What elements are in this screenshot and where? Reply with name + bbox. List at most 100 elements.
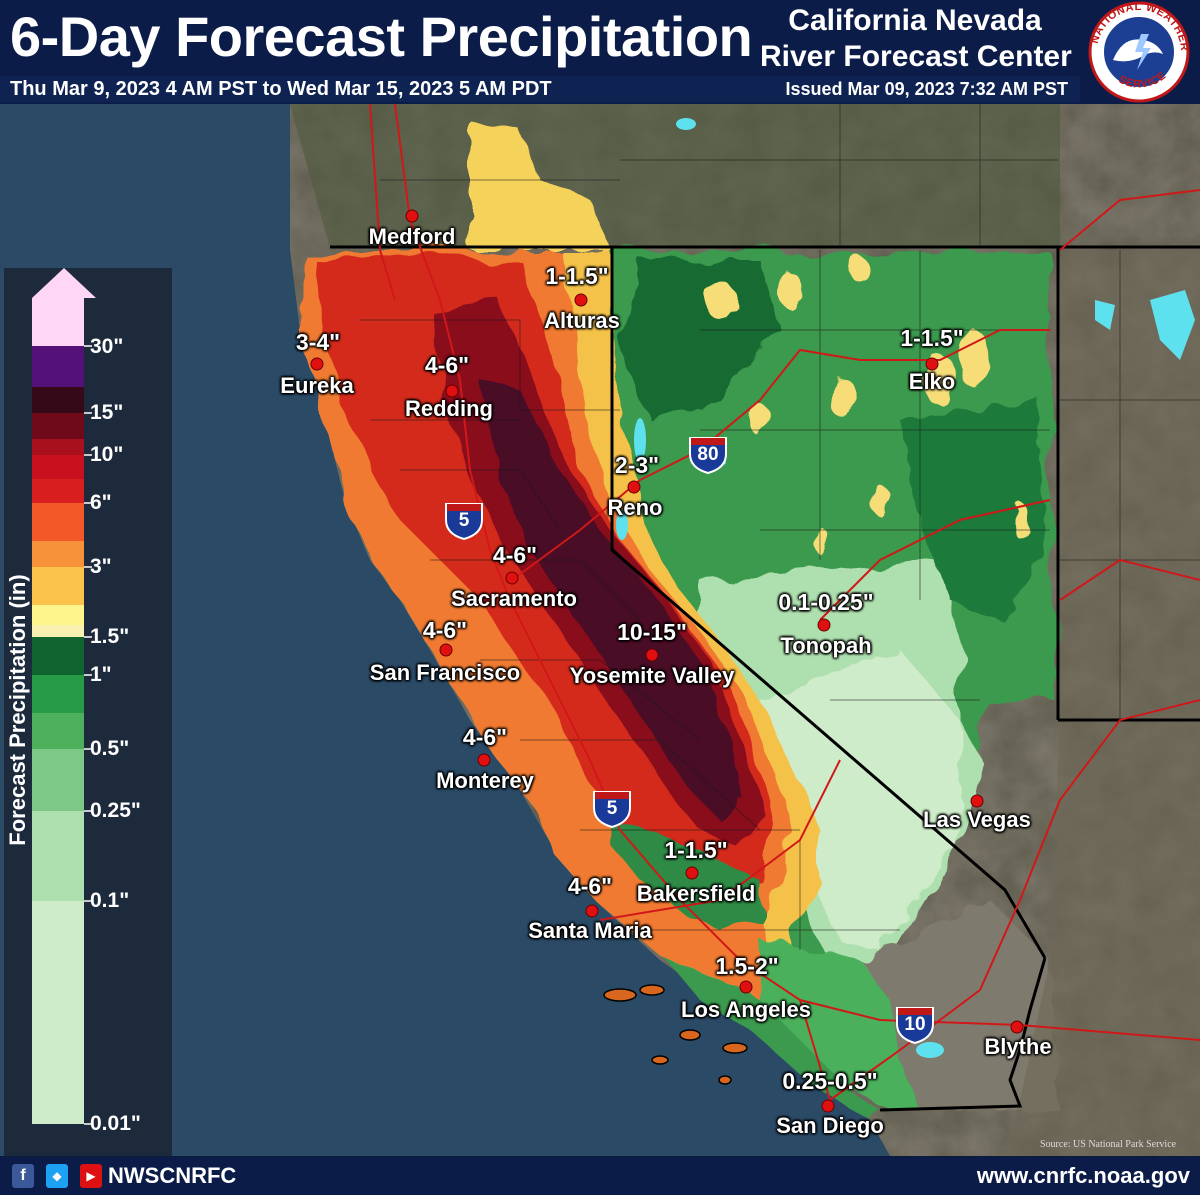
org-name-line1: California Nevada bbox=[788, 4, 1042, 37]
social-handle[interactable]: NWSCNRFC bbox=[108, 1163, 237, 1188]
interstate-shield-80: 80 bbox=[688, 432, 728, 475]
city-dot-blythe bbox=[1010, 1020, 1024, 1034]
city-dot-sacramento bbox=[505, 571, 519, 585]
legend-title: Forecast Precipitation (in) bbox=[5, 574, 30, 846]
legend-swatch-10-15a bbox=[32, 387, 84, 413]
interstate-5-south-number: 5 bbox=[606, 798, 618, 819]
legend-label-0.5: 0.5" bbox=[90, 737, 130, 760]
legend-swatch-0.01-0.1 bbox=[32, 901, 84, 1124]
website-link[interactable]: www.cnrfc.noaa.gov bbox=[976, 1163, 1190, 1188]
city-dot-medford bbox=[405, 209, 419, 223]
city-name-santa-maria: Santa Maria bbox=[528, 918, 652, 943]
amount-reno: 2-3" bbox=[614, 452, 660, 478]
city-dot-los-angeles bbox=[739, 980, 753, 994]
legend-swatch-10-15b bbox=[32, 413, 84, 439]
legend-label-1.5: 1.5" bbox=[90, 625, 130, 648]
legend-label-10: 10" bbox=[90, 443, 124, 466]
legend-colorbar bbox=[32, 268, 96, 1125]
precip-darkgreen bbox=[620, 260, 780, 420]
legend-ticks bbox=[84, 345, 92, 1125]
legend-swatch-0.5-1b bbox=[32, 675, 84, 713]
amount-tonopah: 0.1-0.25" bbox=[778, 589, 874, 615]
legend-swatch-6-10b bbox=[32, 455, 84, 479]
amount-santa-maria: 4-6" bbox=[567, 873, 613, 899]
precip-socal-green bbox=[760, 940, 920, 1110]
legend-swatch-30plus bbox=[32, 298, 84, 346]
legend-label-3: 3" bbox=[90, 555, 112, 578]
city-dot-santa-maria bbox=[585, 904, 599, 918]
city-name-monterey: Monterey bbox=[436, 768, 534, 793]
city-name-sacramento: Sacramento bbox=[451, 586, 577, 611]
legend-label-30: 30" bbox=[90, 335, 124, 358]
amount-redding: 4-6" bbox=[424, 352, 470, 378]
legend-swatch-0.5-1a bbox=[32, 637, 84, 675]
city-name-san-diego: San Diego bbox=[776, 1113, 884, 1138]
city-dot-elko bbox=[925, 357, 939, 371]
precip-valley-green bbox=[610, 820, 760, 930]
legend-swatch-15-30 bbox=[32, 346, 84, 387]
facebook-icon[interactable]: f bbox=[12, 1164, 34, 1188]
map-title: 6-Day Forecast Precipitation bbox=[10, 5, 753, 68]
legend-swatch-0.1-0.25 bbox=[32, 811, 84, 901]
city-dot-bakersfield bbox=[685, 866, 699, 880]
source-credit: Source: US National Park Service bbox=[1040, 1139, 1177, 1150]
city-name-elko: Elko bbox=[908, 369, 956, 394]
city-name-medford: Medford bbox=[368, 224, 456, 249]
amount-san-francisco: 4-6" bbox=[422, 617, 468, 643]
org-name-line2: River Forecast Center bbox=[760, 40, 1072, 73]
legend-label-0.25: 0.25" bbox=[90, 799, 141, 822]
state-borders bbox=[330, 245, 1200, 1112]
legend-swatch-1.5-3b bbox=[32, 567, 84, 605]
city-name-las-vegas: Las Vegas bbox=[923, 807, 1031, 832]
youtube-icon[interactable]: ▶ bbox=[80, 1164, 102, 1188]
interstate-5-north-number: 5 bbox=[458, 510, 470, 531]
city-name-redding: Redding bbox=[405, 396, 493, 421]
legend-label-15: 15" bbox=[90, 401, 124, 424]
interstate-80-number: 80 bbox=[697, 444, 719, 465]
city-dot-las-vegas bbox=[970, 794, 984, 808]
city-dot-tonopah bbox=[817, 618, 831, 632]
legend-swatch-0.25-0.5b bbox=[32, 749, 84, 811]
city-name-reno: Reno bbox=[607, 495, 663, 520]
legend-swatch-1.5-3a bbox=[32, 541, 84, 567]
precipitation-map bbox=[0, 104, 1200, 1156]
city-dot-eureka bbox=[310, 357, 324, 371]
city-dot-redding bbox=[445, 384, 459, 398]
interstate-shield-10: 10 bbox=[895, 1002, 935, 1045]
legend-swatch-0.25-0.5a bbox=[32, 713, 84, 749]
interstate-shield-5-south: 5 bbox=[592, 786, 632, 829]
amount-bakersfield: 1-1.5" bbox=[664, 837, 728, 863]
precip-darkgreen-2 bbox=[900, 400, 1045, 620]
legend-swatch-1-1.5a bbox=[32, 605, 84, 625]
highways bbox=[369, 104, 1200, 1101]
legend-label-0.01: 0.01" bbox=[90, 1112, 141, 1135]
city-name-tonopah: Tonopah bbox=[780, 633, 872, 658]
legend-label-1: 1" bbox=[90, 663, 112, 686]
city-name-eureka: Eureka bbox=[280, 373, 354, 398]
twitter-icon[interactable]: ◆ bbox=[46, 1164, 68, 1188]
city-dot-yosemite-valley bbox=[645, 648, 659, 662]
city-dot-alturas bbox=[574, 293, 588, 307]
amount-monterey: 4-6" bbox=[462, 724, 508, 750]
city-name-yosemite-valley: Yosemite Valley bbox=[569, 663, 735, 688]
precip-yellow-blotches bbox=[706, 258, 1028, 554]
amount-san-diego: 0.25-0.5" bbox=[782, 1068, 878, 1094]
city-name-los-angeles: Los Angeles bbox=[681, 997, 811, 1022]
terrain-utah bbox=[1010, 250, 1200, 1156]
amount-yosemite-valley: 10-15" bbox=[617, 619, 687, 645]
valid-period: Thu Mar 9, 2023 4 AM PST to Wed Mar 15, … bbox=[10, 78, 552, 100]
date-bar bbox=[0, 76, 1080, 102]
legend-label-0.1: 0.1" bbox=[90, 889, 130, 912]
issued-time: Issued Mar 09, 2023 7:32 AM PST bbox=[785, 79, 1068, 99]
legend-swatch-1-1.5b bbox=[32, 625, 84, 637]
footer-bar bbox=[0, 1157, 1200, 1195]
interstate-10-number: 10 bbox=[904, 1014, 926, 1035]
city-dot-san-francisco bbox=[439, 643, 453, 657]
city-name-alturas: Alturas bbox=[544, 308, 620, 333]
precip-yellow-north bbox=[470, 120, 610, 250]
city-name-blythe: Blythe bbox=[984, 1034, 1052, 1059]
legend-swatch-3-6a bbox=[32, 479, 84, 503]
amount-eureka: 3-4" bbox=[295, 329, 341, 355]
county-borders bbox=[360, 104, 1200, 950]
amount-sacramento: 4-6" bbox=[492, 542, 538, 568]
